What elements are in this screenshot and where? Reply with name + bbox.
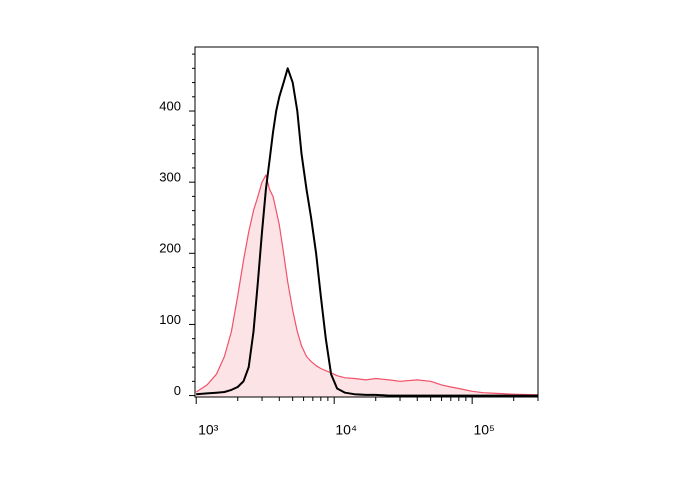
plot-frame	[194, 46, 539, 398]
y-tick-label: 0	[174, 383, 181, 398]
x-tick-label: 10⁵	[473, 422, 494, 438]
y-tick-label: 300	[159, 170, 181, 185]
x-tick-label: 10³	[198, 422, 219, 438]
y-tick-label: 400	[159, 98, 181, 113]
line	[196, 67, 538, 397]
y-tick-label: 200	[159, 241, 181, 256]
area	[196, 175, 538, 397]
y-tick-label: 100	[159, 312, 181, 327]
x-tick-label: 10⁴	[335, 422, 357, 438]
line	[195, 174, 539, 396]
